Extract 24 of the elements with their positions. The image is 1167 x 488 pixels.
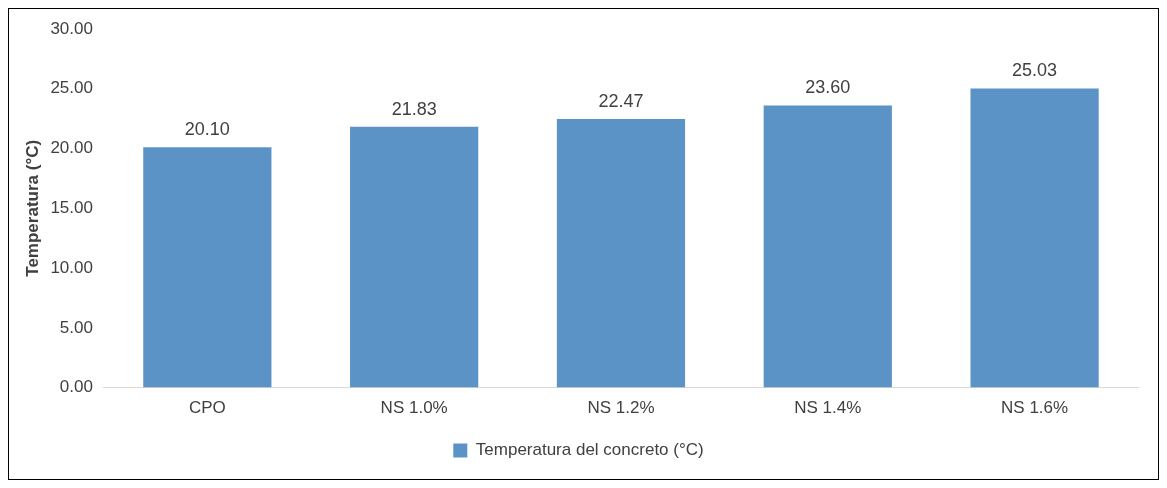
x-tick-label: NS 1.4% [794, 398, 862, 418]
y-tick-label: 10.00 [50, 257, 93, 277]
y-tick-label: 30.00 [50, 18, 93, 38]
x-tick-label: CPO [188, 398, 226, 418]
x-tick-label: NS 1.0% [380, 398, 448, 418]
legend-label: Temperatura del concreto (°C) [475, 440, 704, 460]
data-label: 22.47 [598, 90, 644, 111]
y-tick-label: 20.00 [50, 138, 93, 158]
data-label: 20.10 [184, 119, 230, 140]
bar [143, 147, 272, 388]
bar [763, 105, 892, 388]
bar [970, 88, 1099, 388]
bar [350, 126, 479, 388]
y-axis-title: Temperatura (°C) [22, 139, 42, 277]
data-label: 23.60 [805, 77, 851, 98]
y-tick-label: 0.00 [59, 377, 93, 397]
x-tick-label: NS 1.6% [1001, 398, 1069, 418]
y-tick-label: 15.00 [50, 197, 93, 217]
bar [556, 119, 686, 388]
y-tick-label: 25.00 [50, 78, 93, 98]
y-tick-label: 5.00 [59, 317, 93, 337]
data-label: 25.03 [1012, 60, 1058, 81]
data-label: 21.83 [391, 98, 437, 119]
x-tick-label: NS 1.2% [587, 398, 655, 418]
